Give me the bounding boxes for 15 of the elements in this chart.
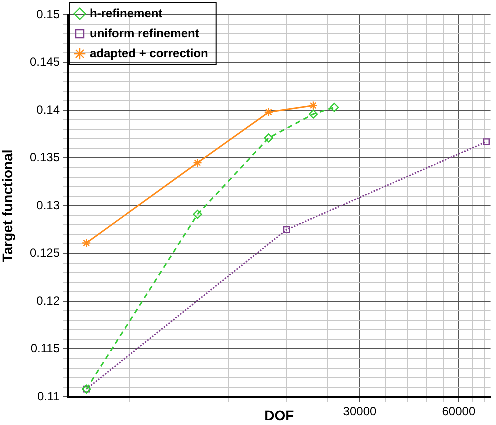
- legend-label: uniform refinement: [90, 26, 200, 40]
- y-tick-label: 0.12: [36, 294, 60, 308]
- y-tick-label: 0.145: [30, 55, 60, 70]
- y-tick-label: 0.135: [30, 150, 60, 165]
- x-tick-label: 30000: [343, 404, 377, 419]
- y-tick-label: 0.115: [30, 342, 60, 356]
- y-tick-label: 0.125: [30, 246, 60, 260]
- x-tick-label: 60000: [442, 404, 476, 419]
- x-axis-title: DOF: [264, 407, 295, 424]
- y-axis-title: Target functional: [0, 150, 16, 262]
- y-tick-label: 0.15: [36, 7, 60, 22]
- y-tick-label: 0.14: [36, 102, 60, 117]
- legend-label: adapted + correction: [90, 46, 208, 60]
- y-tick-label: 0.13: [36, 198, 60, 212]
- y-tick-label: 0.11: [38, 389, 60, 404]
